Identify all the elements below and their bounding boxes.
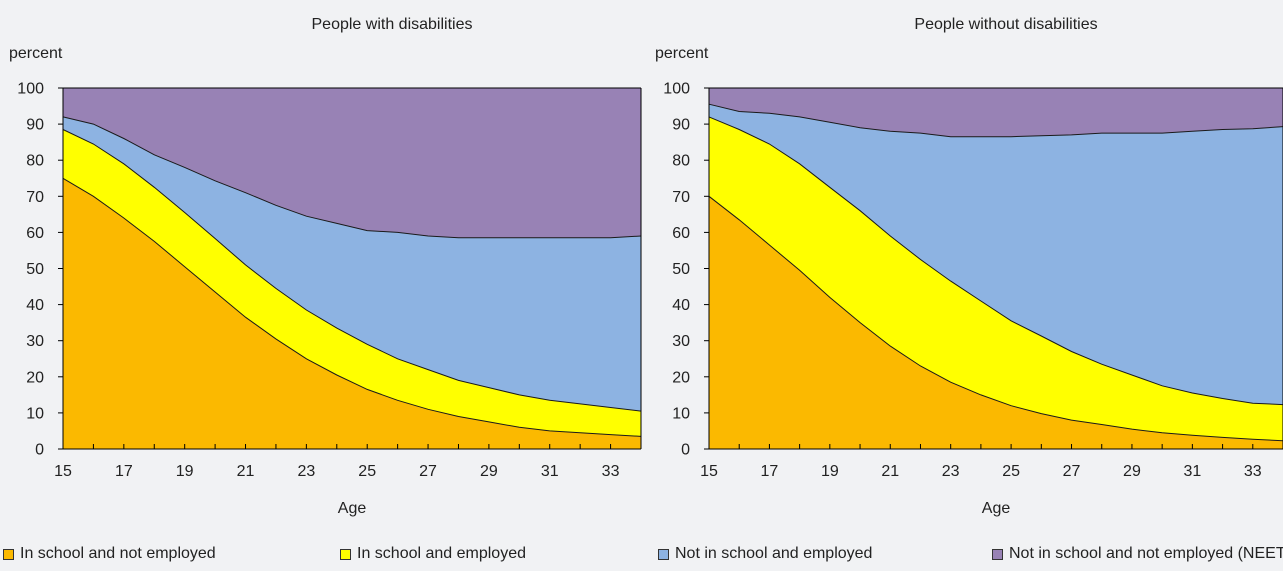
y-tick-label: 60 (26, 225, 44, 242)
x-tick-label: 27 (419, 463, 437, 480)
y-tick-label: 30 (672, 333, 690, 350)
series-line-in-school-and-not-employed (62, 177, 642, 437)
x-tick-label: 21 (237, 463, 255, 480)
x-tick-label: 33 (1244, 463, 1262, 480)
x-tick-label: 33 (602, 463, 620, 480)
chart-title: People without disabilities (914, 16, 1097, 33)
x-tick-label: 31 (1183, 463, 1201, 480)
x-tick-label: 31 (541, 463, 559, 480)
x-tick-label: 25 (1002, 463, 1020, 480)
area-in-school-and-employed (709, 116, 1283, 441)
y-tick-label: 100 (17, 81, 44, 98)
y-tick-label: 80 (672, 153, 690, 170)
x-tick-label: 29 (1123, 463, 1141, 480)
legend-item-neet: Not in school and not employed (NEET) (992, 545, 1283, 563)
y-tick-label: 0 (35, 442, 44, 459)
x-tick-label: 15 (700, 463, 718, 480)
x-axis-label: Age (338, 500, 367, 517)
x-tick-label: 19 (176, 463, 194, 480)
legend-swatch (3, 548, 14, 560)
series-line-in-school-and-employed (708, 116, 1283, 406)
series-line-in-school-and-not-employed (708, 195, 1283, 442)
y-tick-label: 60 (672, 225, 690, 242)
y-tick-label: 100 (663, 81, 690, 98)
legend-label: In school and not employed (20, 545, 216, 562)
x-axis-label: Age (982, 500, 1011, 517)
y-tick-label: 40 (672, 297, 690, 314)
y-tick-label: 50 (26, 261, 44, 278)
y-tick-label: 10 (672, 405, 690, 422)
chart-title: People with disabilities (312, 16, 473, 33)
x-tick-label: 29 (480, 463, 498, 480)
x-tick-label: 23 (297, 463, 315, 480)
y-axis-label: percent (9, 45, 63, 62)
legend-swatch (992, 548, 1003, 560)
y-tick-label: 20 (672, 369, 690, 386)
chart-panel-2: People without disabilities percent Age 0 10… (655, 16, 1283, 517)
y-tick-label: 40 (26, 297, 44, 314)
y-tick-label: 80 (26, 153, 44, 170)
x-tick-label: 23 (942, 463, 960, 480)
legend-label: In school and employed (357, 545, 526, 562)
y-tick-label: 50 (672, 261, 690, 278)
y-tick-label: 30 (26, 333, 44, 350)
y-axis-label: percent (655, 45, 709, 62)
area-not-in-school-and-not-employed-neet (63, 88, 641, 238)
x-tick-label: 15 (54, 463, 72, 480)
x-tick-label: 19 (821, 463, 839, 480)
legend-item-in-school-not-employed: In school and not employed (3, 545, 216, 563)
x-tick-label: 17 (115, 463, 133, 480)
x-tick-label: 21 (881, 463, 899, 480)
area-not-in-school-and-employed (63, 116, 641, 412)
legend-label: Not in school and employed (675, 545, 873, 562)
y-tick-label: 90 (26, 117, 44, 134)
y-tick-label: 0 (681, 442, 690, 459)
series-line-not-in-school-and-employed (708, 103, 1283, 138)
area-in-school-and-employed (63, 129, 641, 437)
x-tick-label: 25 (358, 463, 376, 480)
series-line-not-in-school-and-employed (62, 116, 642, 239)
area-in-school-and-not-employed (63, 178, 641, 450)
y-tick-label: 20 (26, 369, 44, 386)
legend-swatch (340, 548, 351, 560)
legend-swatch (658, 548, 669, 560)
area-not-in-school-and-employed (709, 104, 1283, 405)
legend: In school and not employed In school and… (0, 545, 1283, 567)
chart-panel-1: People with disabilities percent Age 0 10 20 3… (9, 16, 642, 517)
y-tick-label: 70 (672, 189, 690, 206)
legend-item-in-school-employed: In school and employed (340, 545, 526, 563)
area-not-in-school-and-not-employed-neet (709, 88, 1283, 137)
x-tick-label: 27 (1063, 463, 1081, 480)
y-tick-label: 10 (26, 405, 44, 422)
y-tick-label: 90 (672, 117, 690, 134)
legend-label: Not in school and not employed (NEET) (1009, 545, 1283, 562)
area-in-school-and-not-employed (709, 196, 1283, 449)
series-line-in-school-and-employed (62, 129, 642, 412)
legend-item-not-in-school-employed: Not in school and employed (658, 545, 872, 563)
x-tick-label: 17 (761, 463, 779, 480)
y-tick-label: 70 (26, 189, 44, 206)
